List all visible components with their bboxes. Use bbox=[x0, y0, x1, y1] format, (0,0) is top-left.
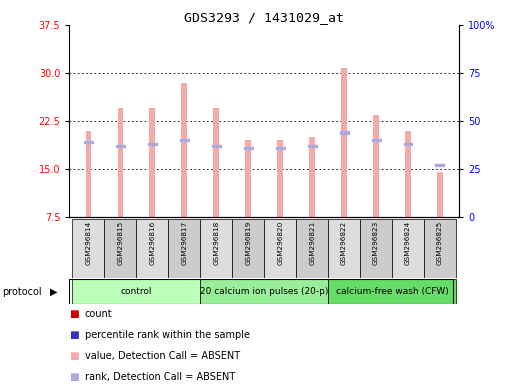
Bar bbox=[84, 141, 93, 143]
Text: protocol: protocol bbox=[3, 286, 42, 297]
Bar bbox=[392, 219, 424, 278]
Bar bbox=[148, 143, 157, 145]
Bar bbox=[340, 131, 348, 134]
Text: GSM296814: GSM296814 bbox=[86, 221, 91, 265]
Bar bbox=[116, 145, 125, 147]
Bar bbox=[245, 140, 251, 217]
Text: 20 calcium ion pulses (20-p): 20 calcium ion pulses (20-p) bbox=[200, 287, 328, 296]
Text: control: control bbox=[121, 287, 152, 296]
Bar bbox=[72, 279, 200, 304]
Bar bbox=[200, 219, 232, 278]
Bar bbox=[117, 108, 123, 217]
Bar bbox=[405, 131, 411, 217]
Text: percentile rank within the sample: percentile rank within the sample bbox=[85, 330, 250, 340]
Text: ▶: ▶ bbox=[50, 286, 57, 297]
Text: GSM296822: GSM296822 bbox=[341, 221, 347, 265]
Text: ■: ■ bbox=[69, 330, 79, 340]
Bar bbox=[328, 219, 360, 278]
Bar bbox=[200, 279, 328, 304]
Bar bbox=[168, 219, 200, 278]
Bar bbox=[296, 219, 328, 278]
Bar bbox=[424, 219, 456, 278]
Bar bbox=[404, 143, 412, 145]
Bar bbox=[232, 219, 264, 278]
Bar bbox=[341, 68, 347, 217]
Text: GSM296818: GSM296818 bbox=[213, 221, 219, 265]
Text: GSM296823: GSM296823 bbox=[373, 221, 379, 265]
Text: GSM296821: GSM296821 bbox=[309, 221, 315, 265]
Text: value, Detection Call = ABSENT: value, Detection Call = ABSENT bbox=[85, 351, 240, 361]
Text: GSM296817: GSM296817 bbox=[181, 221, 187, 265]
Text: GSM296824: GSM296824 bbox=[405, 221, 411, 265]
Text: count: count bbox=[85, 309, 112, 319]
Bar bbox=[264, 219, 296, 278]
Bar bbox=[308, 145, 317, 147]
Bar bbox=[371, 139, 381, 141]
Bar bbox=[275, 147, 285, 149]
Bar bbox=[328, 279, 456, 304]
Text: GSM296815: GSM296815 bbox=[117, 221, 124, 265]
Bar bbox=[149, 108, 155, 217]
Text: GSM296819: GSM296819 bbox=[245, 221, 251, 265]
Bar bbox=[212, 145, 221, 147]
Text: GSM296820: GSM296820 bbox=[277, 221, 283, 265]
Text: ■: ■ bbox=[69, 372, 79, 382]
Bar bbox=[136, 219, 168, 278]
Bar bbox=[278, 140, 283, 217]
Bar bbox=[213, 108, 219, 217]
Bar bbox=[309, 137, 315, 217]
Bar bbox=[180, 139, 189, 141]
Bar bbox=[437, 172, 443, 217]
Text: ■: ■ bbox=[69, 351, 79, 361]
Text: calcium-free wash (CFW): calcium-free wash (CFW) bbox=[336, 287, 448, 296]
Bar bbox=[182, 83, 187, 217]
Bar bbox=[360, 219, 392, 278]
Text: rank, Detection Call = ABSENT: rank, Detection Call = ABSENT bbox=[85, 372, 235, 382]
Text: ■: ■ bbox=[69, 309, 79, 319]
Text: GSM296816: GSM296816 bbox=[149, 221, 155, 265]
Title: GDS3293 / 1431029_at: GDS3293 / 1431029_at bbox=[184, 11, 344, 24]
Bar bbox=[105, 219, 136, 278]
Bar bbox=[72, 219, 105, 278]
Text: GSM296825: GSM296825 bbox=[437, 221, 443, 265]
Bar bbox=[436, 164, 444, 166]
Bar bbox=[86, 131, 91, 217]
Bar bbox=[244, 147, 253, 149]
Bar bbox=[373, 114, 379, 217]
